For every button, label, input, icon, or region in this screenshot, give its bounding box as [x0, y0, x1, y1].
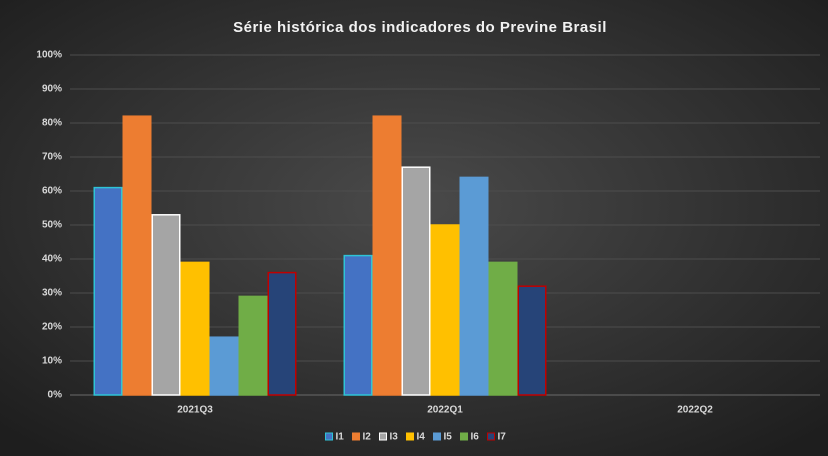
- bar: [180, 261, 210, 396]
- x-tick-label: 2021Q3: [177, 405, 213, 416]
- bar: [372, 115, 402, 396]
- legend-label: I3: [390, 432, 399, 443]
- x-tick-label: 2022Q2: [677, 405, 713, 416]
- legend-label: I4: [417, 432, 426, 443]
- y-tick-label: 70%: [42, 152, 62, 163]
- bar: [401, 166, 431, 396]
- y-tick-label: 40%: [42, 254, 62, 265]
- chart-title: Série histórica dos indicadores do Previ…: [233, 19, 607, 36]
- bar: [209, 336, 239, 396]
- legend-swatch: [460, 432, 468, 441]
- y-tick-label: 20%: [42, 322, 62, 333]
- bar: [93, 186, 123, 396]
- y-tick-label: 0%: [48, 390, 63, 401]
- legend-label: I6: [471, 432, 480, 443]
- y-tick-label: 100%: [36, 50, 62, 61]
- bar: [151, 214, 181, 396]
- y-tick-label: 10%: [42, 356, 62, 367]
- legend-label: I1: [336, 432, 345, 443]
- y-tick-label: 80%: [42, 118, 62, 129]
- bar: [122, 115, 152, 396]
- legend-label: I7: [498, 432, 507, 443]
- y-tick-label: 90%: [42, 84, 62, 95]
- x-tick-label: 2022Q1: [427, 405, 463, 416]
- bar: [238, 295, 268, 396]
- y-tick-label: 30%: [42, 288, 62, 299]
- legend-swatch: [487, 432, 495, 441]
- legend-label: I2: [363, 432, 372, 443]
- bar: [343, 254, 373, 396]
- bar: [517, 285, 547, 396]
- legend-swatch: [325, 432, 333, 441]
- y-tick-label: 50%: [42, 220, 62, 231]
- bar: [430, 224, 460, 396]
- legend-label: I5: [444, 432, 453, 443]
- bar: [267, 271, 297, 396]
- legend-swatch: [379, 432, 387, 441]
- legend-swatch: [352, 432, 360, 441]
- bar: [488, 261, 518, 396]
- legend-swatch: [406, 432, 414, 441]
- bar: [459, 176, 489, 396]
- y-tick-label: 60%: [42, 186, 62, 197]
- legend-swatch: [433, 432, 441, 441]
